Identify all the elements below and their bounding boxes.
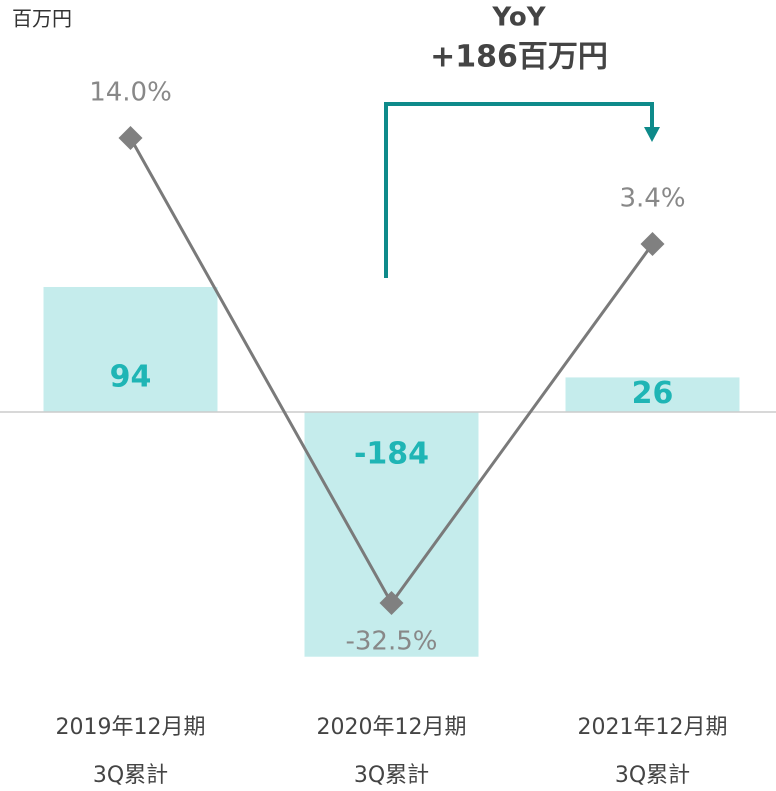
bar	[304, 412, 479, 657]
line-value-label: -32.5%	[346, 627, 438, 657]
x-tick-label: 3Q累計	[615, 763, 690, 788]
x-tick-label: 2020年12月期	[317, 715, 467, 740]
x-tick-label: 3Q累計	[93, 763, 168, 788]
line-value-label: 14.0%	[89, 78, 172, 108]
annotation-text: +186百万円	[430, 40, 608, 75]
line-marker	[379, 591, 404, 615]
yoy-bracket	[384, 102, 654, 278]
x-tick-label: 2019年12月期	[56, 715, 206, 740]
bar-value-label: 26	[632, 376, 674, 411]
x-tick-label: 3Q累計	[354, 763, 429, 788]
unit-label: 百万円	[12, 7, 72, 31]
line-value-label: 3.4%	[619, 184, 685, 214]
bar	[43, 286, 218, 412]
bar	[565, 377, 740, 412]
line-marker	[118, 126, 143, 150]
yoy-arrowhead	[644, 127, 660, 142]
x-tick-label: 2021年12月期	[578, 715, 728, 740]
line-marker	[640, 232, 665, 256]
bar-value-label: 94	[110, 360, 152, 395]
annotation-title: YoY	[491, 3, 546, 33]
bar-value-label: -184	[354, 437, 429, 472]
